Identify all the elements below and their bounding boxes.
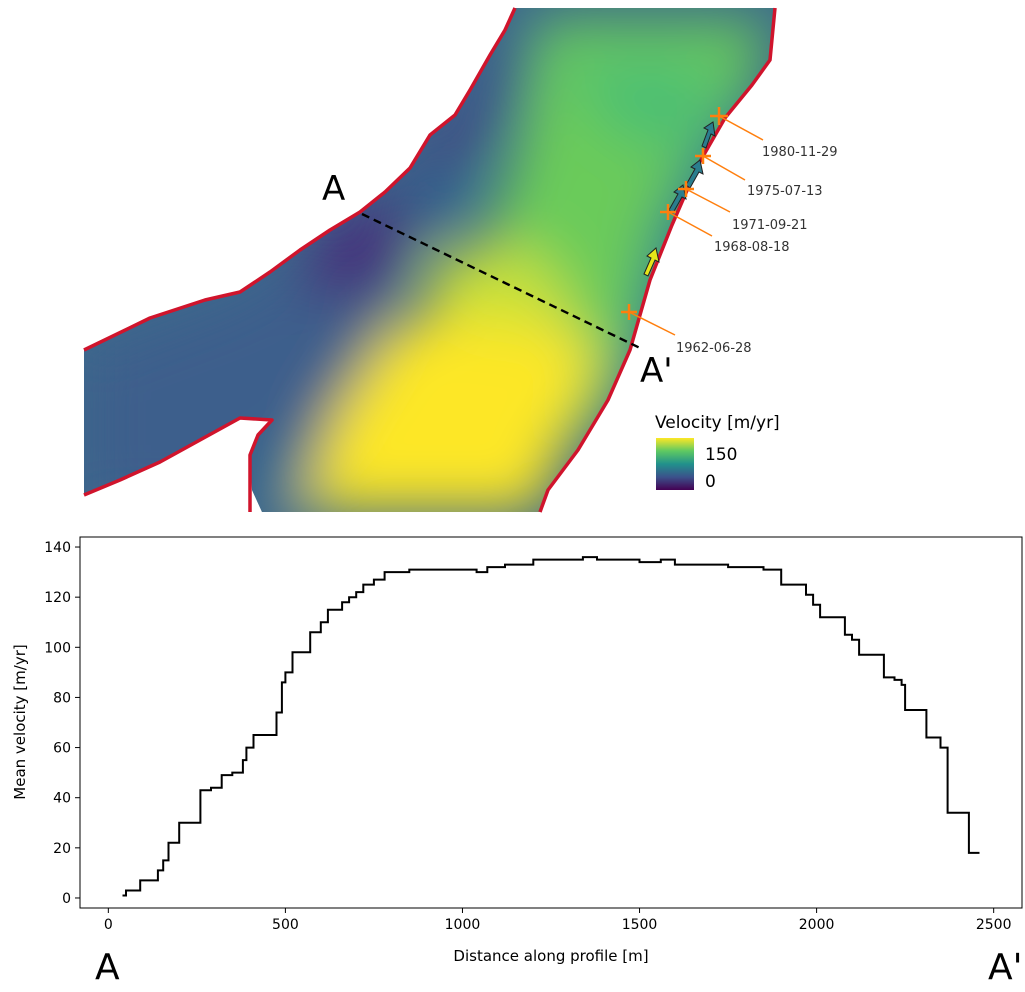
y-tick-label: 100	[44, 640, 71, 656]
profile-end-label: A'	[640, 351, 673, 391]
marker-date-label: 1962-06-28	[676, 341, 752, 356]
legend-max-label: 150	[705, 445, 737, 465]
terminus-marker: 1975-07-13	[695, 148, 823, 199]
y-tick-label: 120	[44, 590, 71, 606]
velocity-map-panel: A A' 1962-06-28 1968-08-18 1971-09-21	[83, 7, 838, 513]
terminus-marker: 1980-11-29	[710, 107, 838, 160]
y-tick-label: 80	[53, 690, 71, 706]
marker-date-label: 1980-11-29	[762, 145, 838, 160]
velocity-map: A A' 1962-06-28 1968-08-18 1971-09-21	[83, 7, 838, 513]
velocity-legend: Velocity [m/yr] 150 0	[655, 413, 780, 492]
terminus-marker: 1968-08-18	[660, 204, 790, 255]
y-tick-label: 0	[62, 891, 71, 907]
legend-colorbar	[656, 438, 694, 490]
glacier-outline	[83, 7, 777, 513]
flow-arrow	[668, 184, 687, 214]
profile-end-label: A'	[988, 947, 1023, 988]
profile-start-label: A	[322, 169, 345, 209]
y-tick-label: 20	[53, 841, 71, 857]
flow-arrow	[685, 159, 704, 189]
x-tick-label: 2000	[799, 917, 835, 933]
flow-arrows	[643, 121, 716, 277]
marker-date-label: 1975-07-13	[747, 184, 823, 199]
terminus-marker: 1971-09-21	[678, 181, 808, 233]
terminus-marker: 1962-06-28	[621, 304, 752, 356]
y-tick-label: 60	[53, 741, 71, 757]
y-axis: 0 20 40 60 80 100 120 140	[44, 540, 80, 907]
terminus-markers: 1962-06-28 1968-08-18 1971-09-21 1975-07…	[621, 107, 838, 356]
legend-min-label: 0	[705, 472, 716, 492]
velocity-profile-chart-panel: 0 500 1000 1500 2000 2500 0 20 40 60 80 100 120 140 …	[0, 515, 1025, 988]
y-tick-label: 40	[53, 791, 71, 807]
flow-arrow-early	[643, 247, 660, 277]
y-axis-label: Mean velocity [m/yr]	[11, 644, 29, 799]
flow-arrow	[701, 121, 716, 149]
velocity-profile-chart: 0 500 1000 1500 2000 2500 020406080100120140 …	[11, 536, 1023, 988]
legend-title: Velocity [m/yr]	[655, 413, 780, 433]
x-axis: 0 500 1000 1500 2000 2500	[104, 908, 1012, 933]
marker-date-label: 1968-08-18	[714, 240, 790, 255]
plot-area	[79, 536, 1023, 909]
x-tick-label: 1500	[622, 917, 658, 933]
velocity-raster	[84, 8, 775, 512]
y-tick-label: 140	[44, 540, 71, 556]
x-axis-label: Distance along profile [m]	[453, 947, 648, 965]
marker-date-label: 1971-09-21	[732, 218, 808, 233]
x-tick-label: 2500	[976, 917, 1012, 933]
profile-start-label: A	[95, 947, 120, 988]
x-tick-label: 0	[104, 917, 113, 933]
x-tick-label: 1000	[445, 917, 481, 933]
x-tick-label: 500	[272, 917, 299, 933]
mean-velocity-line	[122, 556, 980, 897]
